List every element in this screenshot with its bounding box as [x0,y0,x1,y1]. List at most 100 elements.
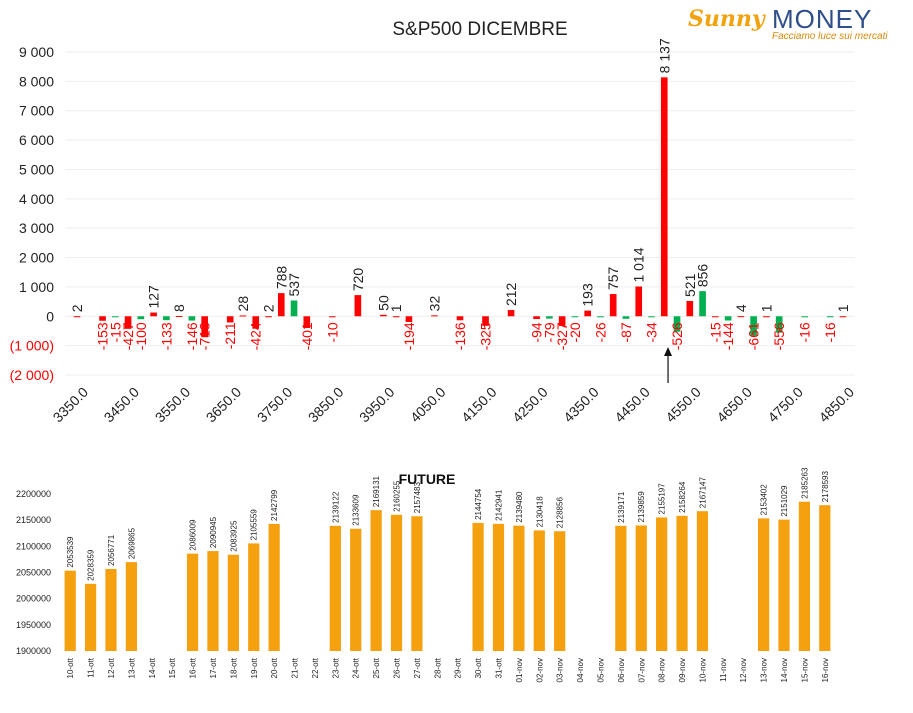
future-bar [186,553,199,651]
future-value-label: 2090945 [209,516,218,548]
bar [648,316,655,318]
bar-value-label: -15 [707,322,723,342]
future-y-tick-label: 2050000 [16,568,51,578]
y-tick-label: 3 000 [19,220,54,236]
future-bar [125,562,137,651]
x-tick-label: 4850.0 [816,384,858,426]
bar [699,291,706,317]
future-value-label: 2086009 [189,519,198,551]
bar [801,316,809,318]
bar-value-label: 1 014 [631,247,647,282]
x-tick-label: 3550.0 [152,384,194,426]
bar-value-label: -133 [158,322,174,350]
bar-value-label: -424 [248,322,264,350]
future-x-tick-label: 30-ott [474,657,483,678]
future-bar [105,568,117,651]
bar-value-label: 720 [350,268,366,292]
future-bar [411,516,423,651]
bar [609,294,617,317]
future-bar [513,525,525,651]
logo-sunny-text: Sunny [688,6,765,32]
y-tick-label: 4 000 [19,191,54,207]
future-x-tick-label: 24-ott [352,657,361,678]
future-y-tick-label: 1950000 [16,620,51,630]
logo-money-text: MONEY [772,4,873,34]
bar [150,312,157,317]
y-tick-label: (1 000) [10,338,54,354]
future-x-tick-label: 01-nov [515,658,524,682]
bar [571,316,579,318]
bar-value-label: 8 [171,304,187,312]
bar-value-label: -194 [401,322,417,350]
bar-value-label: 28 [235,296,251,312]
future-value-label: 2139122 [331,491,340,523]
bar [226,316,234,323]
x-tick-label: 3450.0 [101,384,143,426]
future-x-tick-label: 31-ott [494,657,503,678]
future-x-tick-label: 13-ott [127,657,136,678]
x-tick-label: 3850.0 [305,384,347,426]
bar [201,316,208,338]
x-tick-label: 4450.0 [611,384,653,426]
bar-value-label: 856 [695,264,711,288]
chart-title: S&P500 DICEMBRE [392,19,567,40]
bar-value-label: -325 [478,322,494,350]
future-bar [635,525,647,651]
future-x-tick-label: 16-ott [189,657,198,678]
bar [329,316,336,318]
bar [775,316,783,333]
bar-value-label: 2 [69,304,85,312]
x-tick-label: 4150.0 [458,384,500,426]
future-bar [350,528,362,651]
bar-value-label: 1 [388,304,404,312]
bar-value-label: -146 [184,322,200,350]
future-bar [819,505,831,651]
future-bar [472,522,484,651]
bar [686,300,694,317]
bar [763,316,770,318]
bar [392,316,400,318]
future-bar [390,514,403,651]
bar-value-label: -15 [107,322,123,342]
future-value-label: 2153402 [760,484,769,516]
future-value-label: 2053539 [66,536,75,568]
future-x-tick-label: 29-ott [454,657,463,678]
bar-value-label: 537 [286,273,302,297]
future-bar [758,518,770,651]
future-x-tick-label: 03-nov [556,658,565,682]
y-tick-label: 9 000 [19,44,54,60]
future-x-tick-label: 07-nov [637,658,646,682]
future-bar [64,570,76,651]
bar-value-label: 1 [758,304,774,312]
bar [839,316,847,318]
bar [277,293,285,317]
bar-value-label: 193 [580,283,596,307]
future-x-tick-label: 16-nov [821,658,830,682]
bar [163,316,170,321]
bar [124,316,132,329]
bar-value-label: 8 137 [656,38,672,73]
bar [252,316,260,329]
future-value-label: 2142799 [270,489,279,521]
future-x-tick-label: 08-nov [658,658,667,682]
bar [660,77,668,317]
bar [507,310,515,317]
bar-value-label: -713 [197,322,213,350]
bar [597,316,604,318]
future-x-tick-label: 10-ott [66,657,75,678]
future-value-label: 2130418 [535,496,544,528]
future-bar [676,515,688,651]
bar [826,316,834,318]
bar [635,286,643,317]
future-value-label: 2105559 [250,509,259,541]
bar-value-label: 788 [273,266,289,290]
bar-value-label: -136 [452,322,468,350]
bar [111,316,119,318]
future-x-tick-label: 20-ott [270,657,279,678]
x-tick-label: 3650.0 [203,384,245,426]
future-bar [207,551,219,651]
future-x-tick-label: 18-ott [229,657,238,678]
logo-tagline: Facciamo luce sui mercati [772,31,888,42]
x-tick-label: 4750.0 [764,384,806,426]
